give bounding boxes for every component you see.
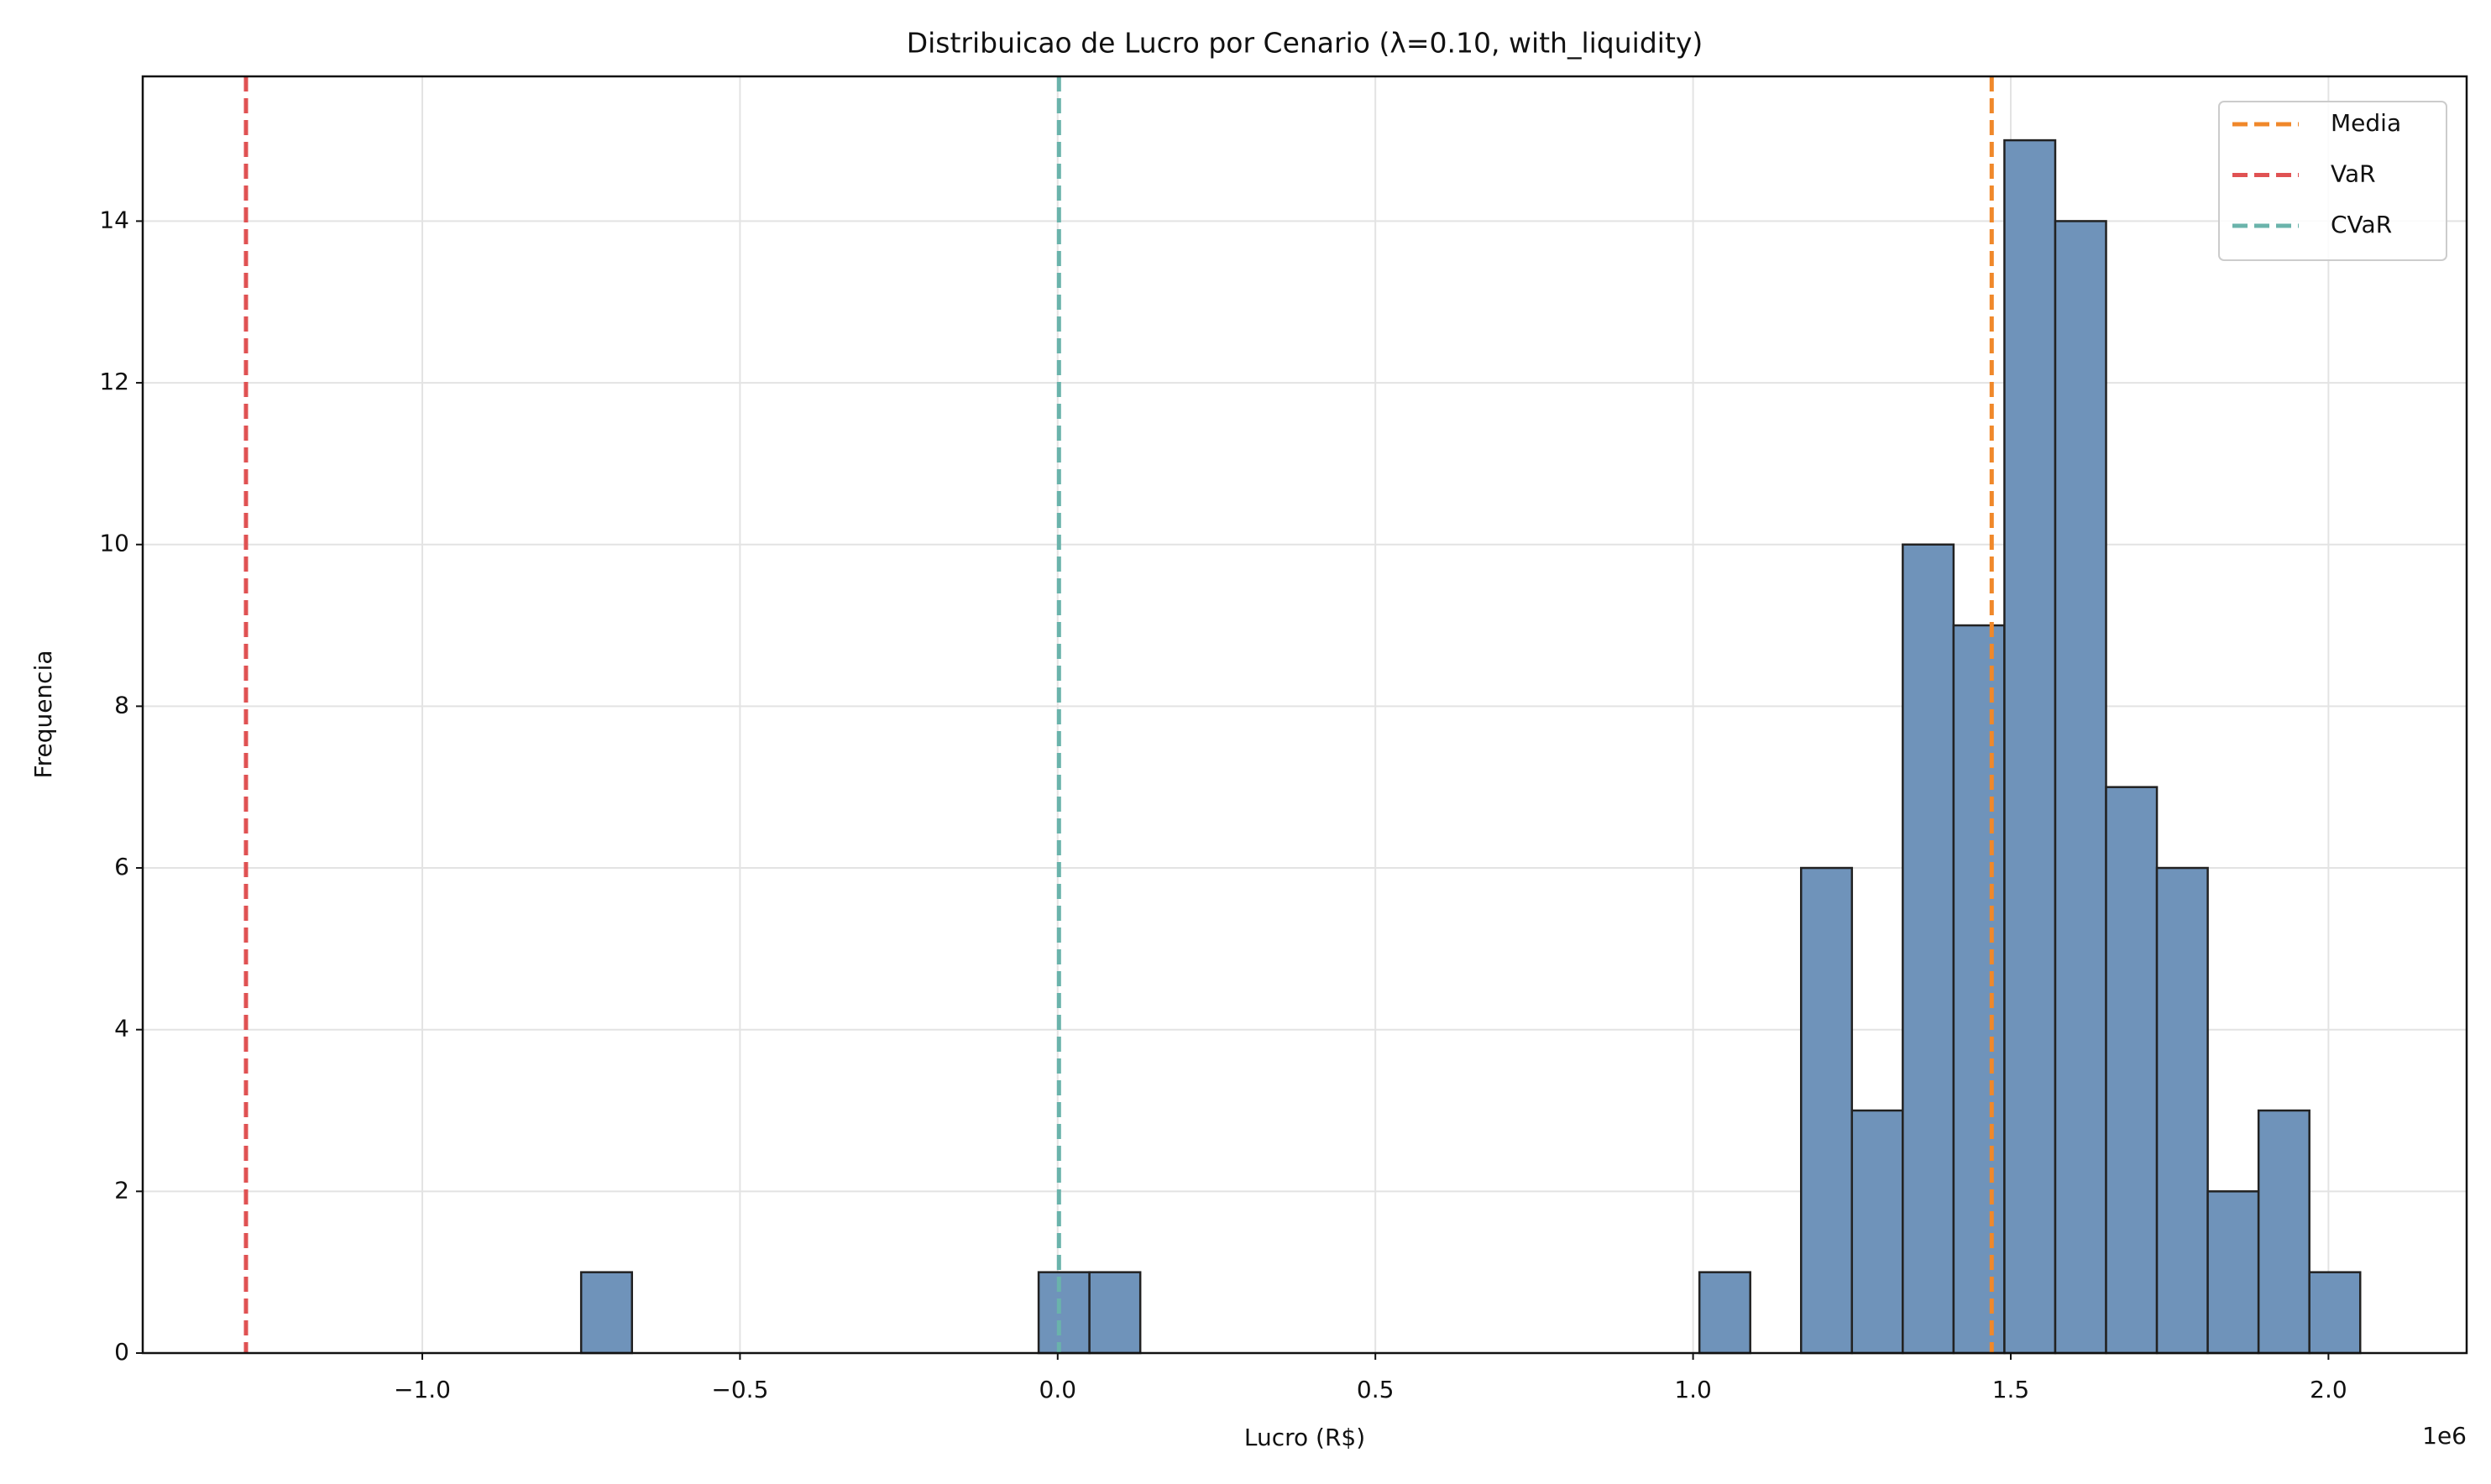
chart-title: Distribuicao de Lucro por Cenario (λ=0.1… [907, 27, 1703, 60]
bar [2257, 1109, 2310, 1355]
x-axis-label: Lucro (R$) [1244, 1424, 1365, 1451]
x-tick-label: 1.0 [1674, 1376, 1712, 1403]
y-tick-label: 8 [114, 691, 129, 718]
plot-frame [141, 75, 2468, 1355]
bar [2054, 220, 2107, 1355]
bar [2003, 138, 2057, 1355]
y-tick-label: 0 [114, 1338, 129, 1366]
legend-label: Media [2331, 109, 2401, 137]
y-tick-label: 12 [99, 368, 129, 395]
x-tick-label: −0.5 [711, 1376, 768, 1403]
y-tick-label: 10 [99, 530, 129, 557]
y-tick-label: 4 [114, 1015, 129, 1042]
bar [2155, 866, 2209, 1355]
y-tick-label: 2 [114, 1176, 129, 1204]
bar [2105, 786, 2159, 1355]
x-tick-label: 0.5 [1357, 1376, 1395, 1403]
x-tick-label: 2.0 [2310, 1376, 2347, 1403]
bar [2206, 1190, 2260, 1355]
x-tick-label: −1.0 [394, 1376, 451, 1403]
y-tick-label: 6 [114, 853, 129, 880]
bar [579, 1271, 633, 1355]
bar [1800, 866, 1854, 1355]
x-tick-label: 0.0 [1039, 1376, 1077, 1403]
y-tick-label: 14 [99, 206, 129, 233]
bar [2308, 1271, 2362, 1355]
x-offset-label: 1e6 [2422, 1422, 2467, 1450]
legend-box [2218, 101, 2447, 261]
bar [1902, 543, 1955, 1355]
bar [1952, 624, 2006, 1355]
bar [1088, 1271, 1142, 1355]
bar [1037, 1271, 1091, 1355]
x-tick-label: 1.5 [1992, 1376, 2030, 1403]
y-axis-label: Frequencia [29, 650, 57, 778]
legend-label: CVaR [2331, 211, 2392, 238]
bar [1698, 1271, 1751, 1355]
legend: Media VaR CVaR [2218, 101, 2447, 261]
legend-label: VaR [2331, 160, 2376, 188]
bar [1850, 1109, 1904, 1355]
